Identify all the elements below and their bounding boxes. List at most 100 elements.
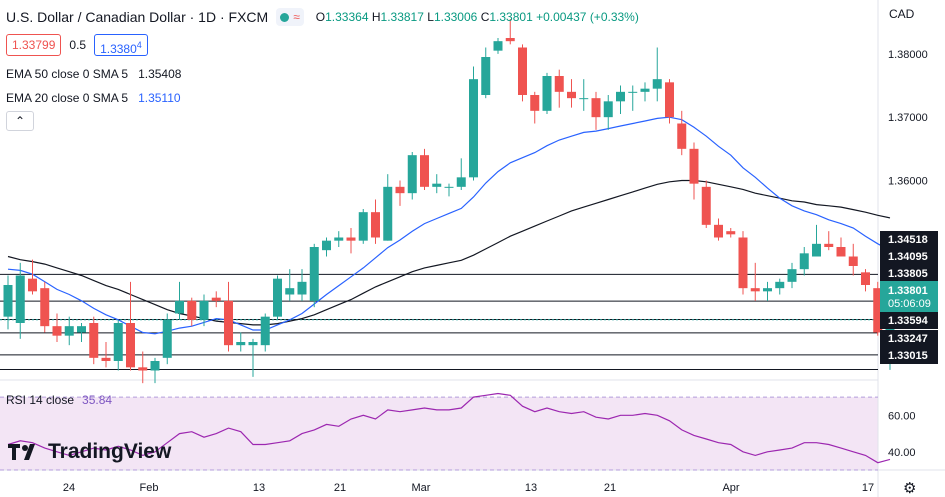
- candle[interactable]: [322, 237, 331, 257]
- ema20-line: [7, 116, 891, 335]
- level-price-label[interactable]: 1.33015: [880, 347, 938, 364]
- candle[interactable]: [628, 85, 638, 111]
- candle[interactable]: [481, 47, 491, 99]
- candle[interactable]: [273, 275, 282, 320]
- candle[interactable]: [199, 294, 209, 327]
- candle[interactable]: [371, 199, 380, 244]
- candle[interactable]: [187, 297, 197, 327]
- candle[interactable]: [260, 313, 270, 352]
- buy-button[interactable]: 1.33804: [94, 34, 148, 56]
- level-price-label[interactable]: 1.34095: [880, 248, 938, 265]
- candle[interactable]: [432, 174, 442, 194]
- candle[interactable]: [567, 79, 576, 108]
- candle[interactable]: [113, 319, 123, 371]
- candle[interactable]: [383, 174, 393, 241]
- chevron-up-icon[interactable]: ⌃: [6, 111, 34, 131]
- ema50-line: [7, 179, 891, 326]
- candle[interactable]: [848, 243, 858, 276]
- candle[interactable]: [714, 218, 723, 241]
- candle[interactable]: [640, 82, 650, 102]
- candle[interactable]: [603, 95, 613, 130]
- candle[interactable]: [726, 228, 736, 238]
- rsi-legend[interactable]: RSI 14 close 35.84: [6, 393, 112, 407]
- candle[interactable]: [358, 209, 368, 244]
- candle[interactable]: [52, 313, 62, 343]
- candle[interactable]: [493, 38, 503, 54]
- symbol-title[interactable]: U.S. Dollar / Canadian Dollar · 1D · FXC…: [6, 9, 269, 25]
- candle[interactable]: [824, 231, 834, 251]
- gear-icon[interactable]: ⚙: [903, 480, 917, 497]
- candle[interactable]: [309, 243, 319, 308]
- candle[interactable]: [297, 269, 307, 301]
- candle[interactable]: [138, 351, 148, 384]
- candle[interactable]: [89, 316, 99, 365]
- level-label-text: 1.33805: [888, 268, 928, 280]
- candle[interactable]: [211, 291, 221, 308]
- candle[interactable]: [175, 281, 184, 320]
- candle[interactable]: [861, 269, 870, 292]
- level-price-label[interactable]: 1.34518: [880, 231, 938, 248]
- candle[interactable]: [101, 342, 111, 368]
- candle-body: [518, 47, 527, 95]
- level-price-label[interactable]: 1.33594: [880, 312, 938, 329]
- tradingview-logo[interactable]: TradingView: [8, 440, 171, 464]
- candle[interactable]: [236, 332, 246, 352]
- market-status[interactable]: ≈: [276, 8, 304, 26]
- candle[interactable]: [456, 158, 466, 190]
- candle[interactable]: [162, 313, 172, 365]
- candle[interactable]: [64, 316, 74, 346]
- candle[interactable]: [469, 66, 478, 181]
- candle[interactable]: [420, 148, 429, 190]
- candle[interactable]: [763, 281, 772, 301]
- candle[interactable]: [15, 262, 25, 339]
- candle[interactable]: [40, 281, 50, 333]
- candle[interactable]: [677, 110, 687, 156]
- candle[interactable]: [505, 19, 515, 45]
- candle[interactable]: [150, 357, 160, 384]
- candle[interactable]: [750, 262, 760, 301]
- ema20-legend[interactable]: EMA 20 close 0 SMA 5 1.35110: [6, 91, 181, 105]
- candle[interactable]: [530, 91, 540, 124]
- candle[interactable]: [407, 152, 417, 200]
- candle[interactable]: [665, 79, 674, 124]
- candle[interactable]: [334, 231, 344, 247]
- currency-label[interactable]: CAD: [889, 7, 915, 21]
- level-price-label[interactable]: 1.33805: [880, 265, 938, 282]
- level-price-label[interactable]: 1.33247: [880, 330, 938, 347]
- candle[interactable]: [554, 69, 564, 108]
- ema50-legend[interactable]: EMA 50 close 0 SMA 5 1.35408: [6, 67, 181, 81]
- candle[interactable]: [836, 237, 846, 257]
- candle[interactable]: [542, 72, 552, 114]
- candle[interactable]: [701, 180, 711, 229]
- sell-button[interactable]: 1.33799: [6, 34, 62, 56]
- candle[interactable]: [775, 278, 785, 295]
- candle[interactable]: [799, 247, 809, 276]
- level-label-bg: [880, 265, 938, 282]
- candle[interactable]: [224, 281, 233, 352]
- candle[interactable]: [285, 269, 295, 301]
- candle[interactable]: [126, 281, 135, 371]
- ohlc-values: O1.33364 H1.33817 L1.33006 C1.33801 +0.0…: [315, 10, 639, 24]
- candle[interactable]: [77, 323, 86, 342]
- candle[interactable]: [616, 85, 625, 115]
- candle[interactable]: [738, 231, 748, 295]
- candle[interactable]: [28, 259, 37, 295]
- candle[interactable]: [873, 281, 883, 336]
- candle[interactable]: [346, 228, 356, 254]
- candle[interactable]: [3, 275, 13, 330]
- candle-body: [652, 79, 662, 89]
- candle[interactable]: [689, 142, 699, 200]
- candle[interactable]: [444, 183, 454, 197]
- candle[interactable]: [518, 44, 527, 102]
- candle[interactable]: [787, 262, 797, 289]
- candle[interactable]: [812, 224, 821, 257]
- candle[interactable]: [591, 91, 601, 130]
- candle[interactable]: [579, 79, 589, 111]
- candle[interactable]: [652, 47, 662, 102]
- candle[interactable]: [248, 338, 258, 377]
- candle[interactable]: [395, 180, 405, 206]
- time-tick-label: 24: [63, 482, 75, 494]
- candle-body: [77, 326, 86, 333]
